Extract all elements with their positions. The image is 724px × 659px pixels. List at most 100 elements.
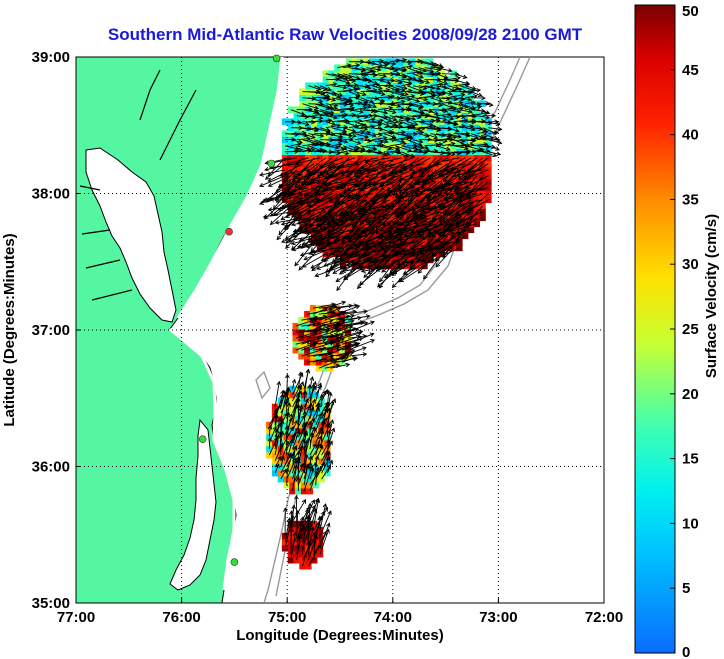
velocity-cell bbox=[380, 196, 388, 204]
velocity-arrow bbox=[418, 102, 431, 105]
velocity-arrow bbox=[465, 106, 482, 111]
velocity-arrow bbox=[335, 217, 356, 241]
arrow-head bbox=[449, 115, 455, 121]
arrow-head bbox=[326, 522, 331, 528]
velocity-arrow bbox=[372, 60, 384, 63]
arrow-head bbox=[462, 74, 468, 79]
velocity-arrow bbox=[327, 223, 355, 233]
velocity-arrow bbox=[319, 119, 332, 123]
velocity-cell bbox=[357, 112, 364, 119]
velocity-arrow bbox=[319, 97, 331, 100]
arrow-head bbox=[388, 224, 394, 230]
velocity-arrow bbox=[314, 85, 328, 91]
velocity-arrow bbox=[401, 137, 413, 141]
arrow-head bbox=[354, 169, 360, 174]
arrow-head bbox=[387, 83, 393, 88]
velocity-arrow bbox=[326, 451, 330, 462]
velocity-cell bbox=[479, 130, 486, 137]
arrow-head bbox=[351, 133, 357, 138]
arrow-head bbox=[456, 134, 462, 139]
velocity-arrow bbox=[430, 91, 445, 95]
arrow-head bbox=[447, 186, 453, 192]
velocity-cell bbox=[271, 427, 279, 435]
arrow-head bbox=[308, 250, 314, 255]
arrow-head bbox=[315, 183, 321, 189]
velocity-arrow bbox=[318, 344, 341, 351]
arrow-head bbox=[342, 214, 347, 219]
arrow-head bbox=[392, 116, 398, 122]
arrow-head bbox=[391, 134, 397, 139]
velocity-cell bbox=[334, 190, 341, 198]
arrow-head bbox=[404, 91, 409, 97]
arrow-head bbox=[323, 262, 329, 267]
velocity-arrow bbox=[372, 64, 388, 69]
arrow-head bbox=[376, 160, 382, 166]
arrow-head bbox=[394, 234, 400, 240]
velocity-arrow bbox=[355, 163, 379, 174]
velocity-cell bbox=[403, 64, 411, 71]
y-tick-label: 37:00 bbox=[32, 322, 70, 339]
arrow-head bbox=[317, 385, 322, 390]
velocity-arrow bbox=[407, 133, 417, 135]
arrow-head bbox=[386, 80, 392, 85]
velocity-arrow bbox=[488, 139, 502, 144]
velocity-arrow bbox=[442, 235, 460, 258]
arrow-head bbox=[366, 220, 372, 225]
velocity-arrow bbox=[274, 381, 280, 408]
velocity-arrow bbox=[476, 131, 488, 135]
velocity-arrow bbox=[348, 139, 361, 145]
velocity-arrow bbox=[441, 97, 458, 100]
arrow-head bbox=[368, 67, 374, 73]
velocity-arrow bbox=[341, 235, 367, 244]
velocity-arrow bbox=[440, 163, 466, 173]
velocity-cell bbox=[305, 220, 312, 228]
velocity-arrow bbox=[372, 109, 388, 114]
arrow-head bbox=[434, 256, 440, 262]
arrow-head bbox=[413, 121, 419, 127]
arrow-head bbox=[310, 406, 315, 412]
velocity-arrow bbox=[341, 344, 358, 351]
arrow-head bbox=[298, 404, 304, 410]
velocity-arrow bbox=[376, 157, 396, 175]
velocity-arrow bbox=[333, 205, 356, 224]
arrow-head bbox=[369, 320, 375, 325]
velocity-arrow bbox=[292, 163, 309, 183]
arrow-head bbox=[383, 63, 389, 68]
arrow-head bbox=[291, 504, 297, 510]
velocity-arrow bbox=[401, 61, 412, 64]
velocity-arrow bbox=[290, 132, 306, 135]
arrow-head bbox=[294, 160, 300, 166]
arrow-head bbox=[433, 208, 439, 213]
arrow-head bbox=[420, 207, 426, 213]
arrow-head bbox=[398, 194, 404, 200]
velocity-arrow bbox=[337, 73, 352, 79]
velocity-arrow bbox=[306, 199, 332, 215]
velocity-arrow bbox=[297, 407, 302, 420]
arrow-head bbox=[277, 206, 283, 211]
velocity-arrow bbox=[290, 139, 303, 143]
velocity-arrow bbox=[366, 139, 383, 143]
arrow-head bbox=[359, 109, 364, 114]
arrow-head bbox=[366, 104, 372, 109]
arrow-head bbox=[294, 145, 300, 151]
arrow-head bbox=[382, 73, 388, 79]
arrow-head bbox=[390, 259, 396, 264]
velocity-cell bbox=[438, 238, 446, 246]
arrow-head bbox=[312, 443, 317, 448]
velocity-arrow bbox=[366, 253, 396, 260]
x-tick-label: 76:00 bbox=[162, 609, 200, 626]
velocity-arrow bbox=[302, 538, 315, 561]
arrow-head bbox=[398, 237, 404, 242]
velocity-arrow bbox=[366, 67, 381, 71]
y-tick-label: 35:00 bbox=[32, 595, 70, 612]
arrow-head bbox=[396, 103, 402, 109]
x-axis-label: Longitude (Degrees:Minutes) bbox=[236, 627, 444, 644]
velocity-cell bbox=[438, 250, 446, 258]
velocity-arrow bbox=[384, 247, 408, 262]
arrow-head bbox=[407, 82, 413, 87]
velocity-arrow bbox=[296, 527, 303, 555]
velocity-arrow bbox=[280, 390, 284, 402]
velocity-arrow bbox=[325, 107, 338, 111]
velocity-arrow bbox=[401, 145, 418, 150]
velocity-arrow bbox=[395, 73, 407, 78]
